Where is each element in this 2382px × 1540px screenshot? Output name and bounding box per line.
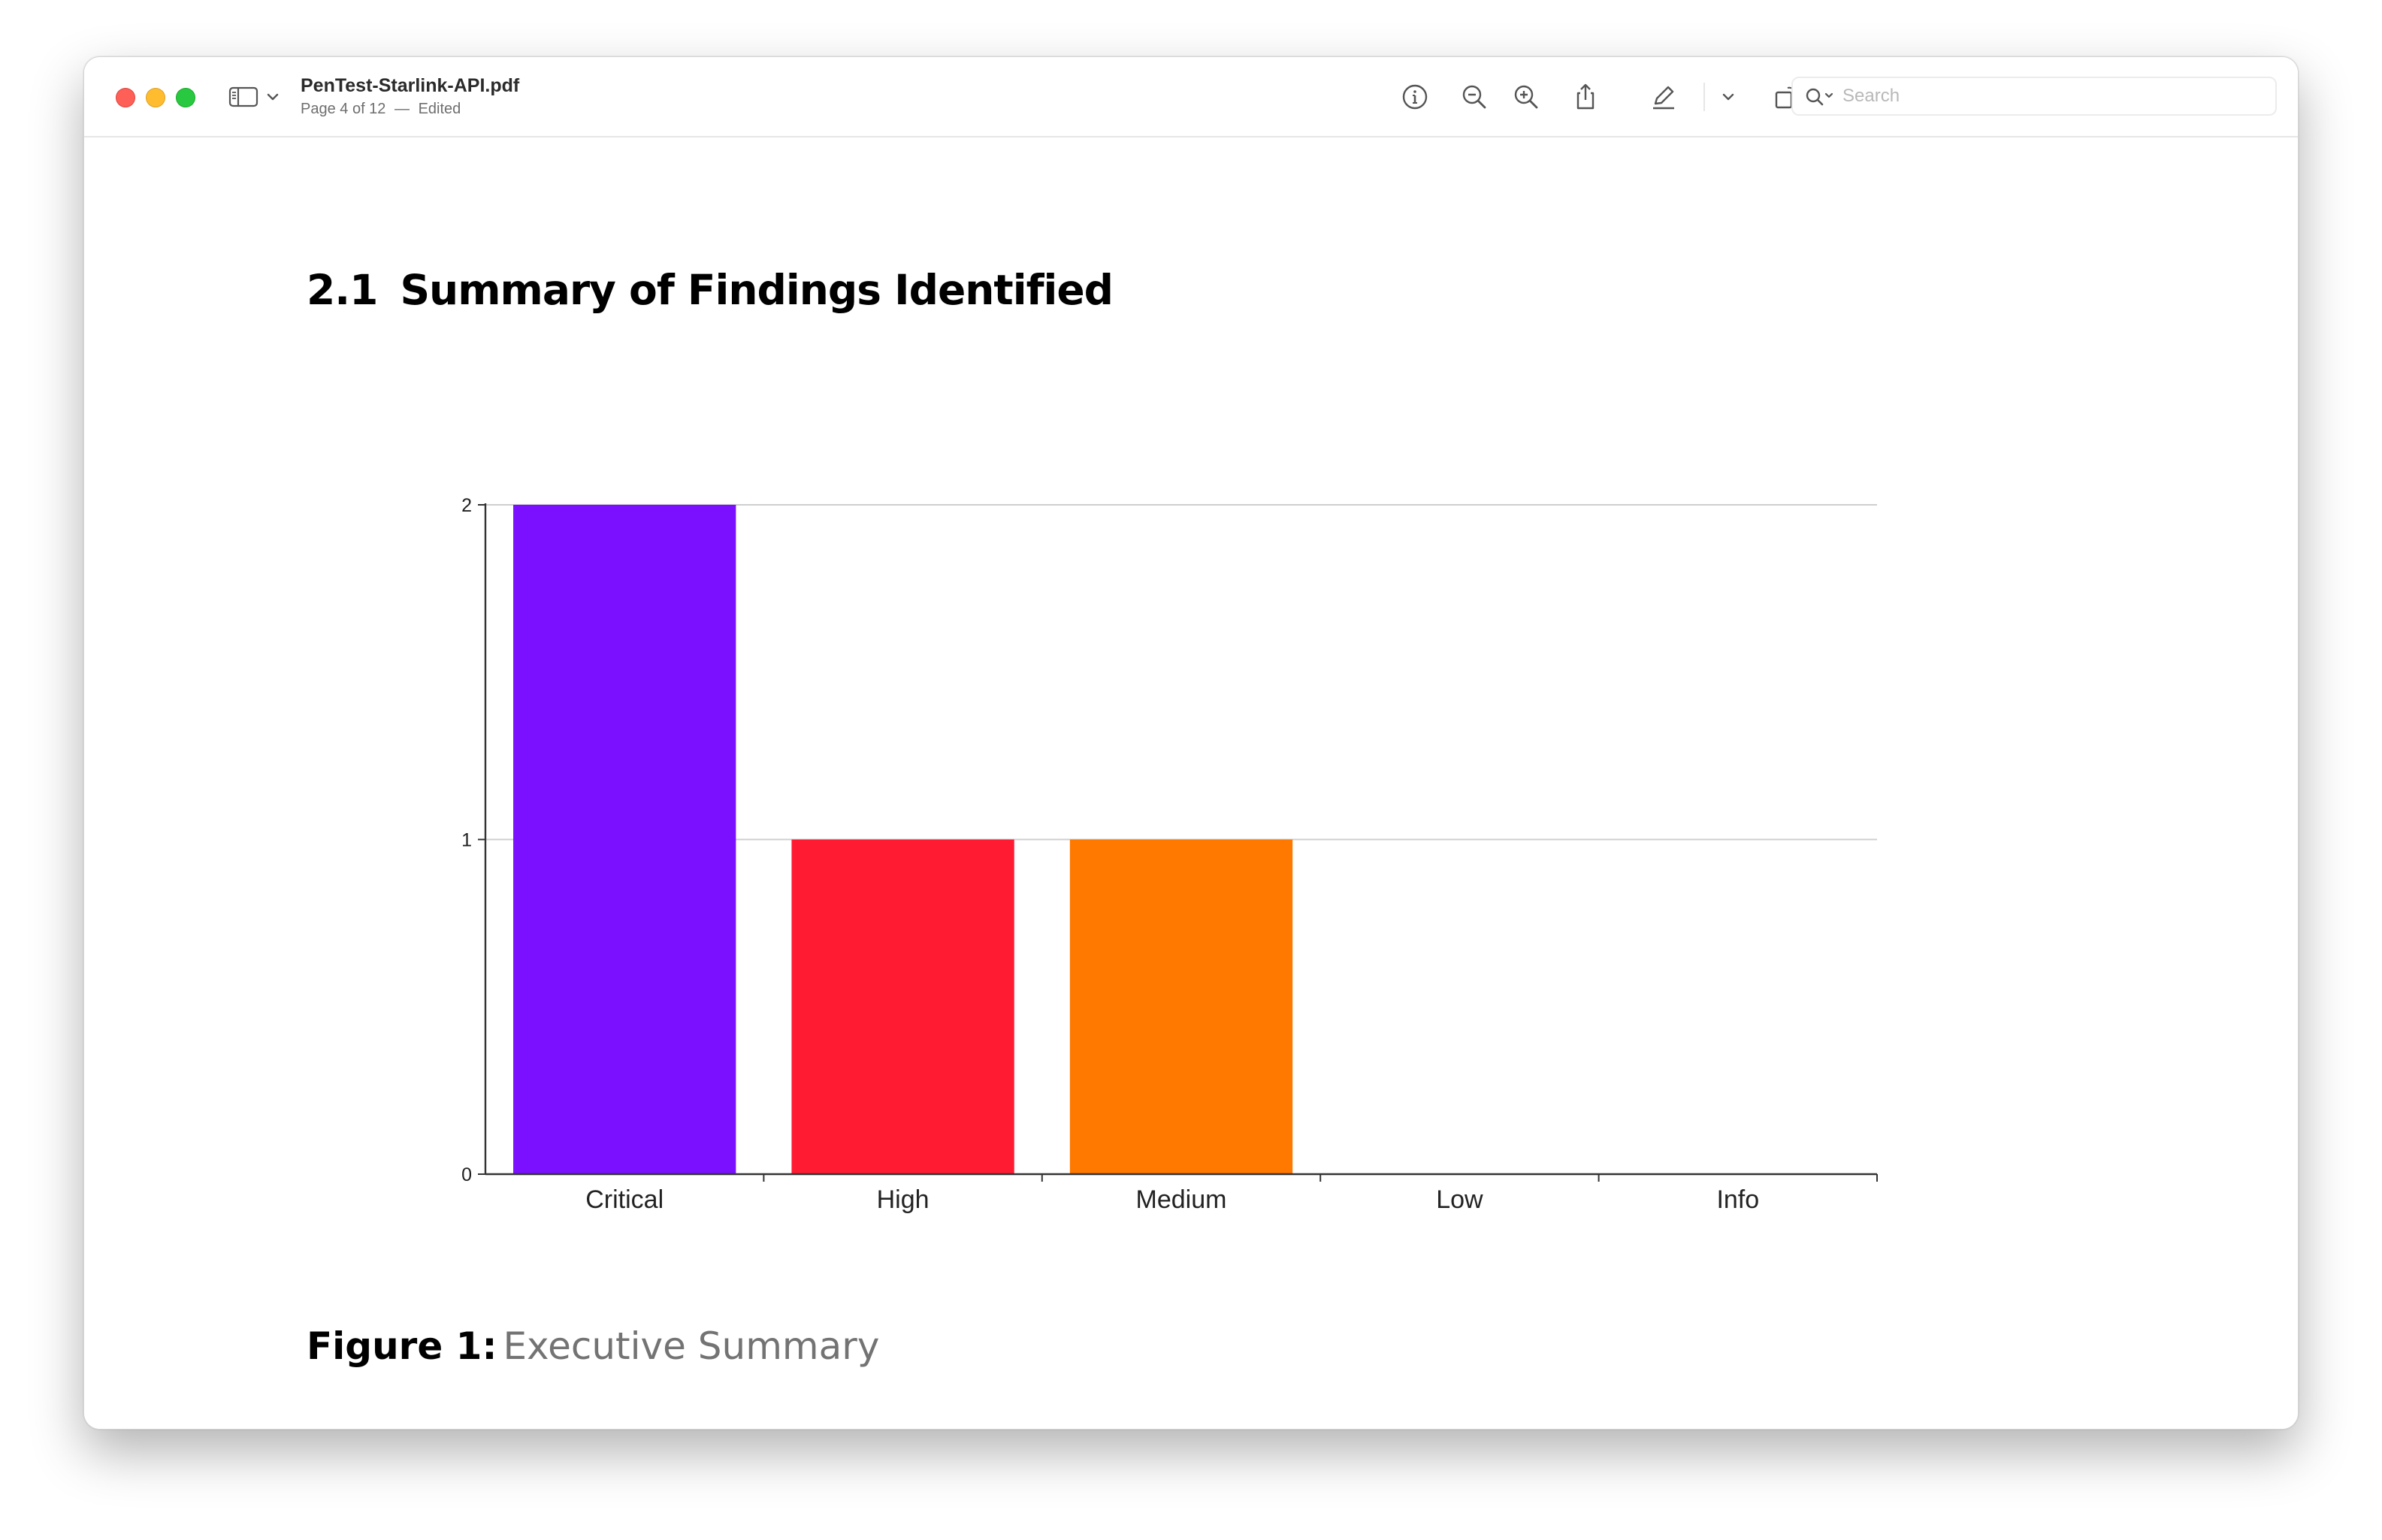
- chevron-down-icon: [267, 93, 279, 101]
- bar: [1069, 839, 1293, 1174]
- section-title: Summary of Findings Identified: [400, 266, 1114, 314]
- x-tick-label: Medium: [1136, 1185, 1227, 1214]
- title-bar: PenTest-Starlink-API.pdf Page 4 of 12 — …: [84, 57, 2298, 137]
- findings-bar-chart: 0 1 2 Critical High Medium Low Info: [461, 495, 1878, 1214]
- chevron-down-icon: [1722, 93, 1734, 101]
- preview-window: PenTest-Starlink-API.pdf Page 4 of 12 — …: [83, 56, 2299, 1430]
- status-separator: —: [394, 101, 410, 117]
- y-tick-label: 0: [461, 1164, 472, 1185]
- figure-caption: Figure 1: Executive Summary: [307, 1324, 879, 1368]
- document-title: PenTest-Starlink-API.pdf: [301, 75, 520, 96]
- bar: [513, 505, 736, 1174]
- figure-text: Executive Summary: [503, 1324, 880, 1368]
- search-input[interactable]: [1842, 84, 2263, 108]
- info-icon: [1402, 84, 1428, 110]
- section-heading: 2.1 Summary of Findings Identified: [307, 266, 1114, 314]
- page-status: Page 4 of 12: [301, 101, 386, 117]
- close-window-button[interactable]: [116, 88, 135, 107]
- zoom-out-button[interactable]: [1458, 80, 1491, 113]
- toolbar-separator: [1703, 83, 1705, 111]
- share-icon: [1576, 83, 1595, 110]
- edited-status: Edited: [418, 101, 461, 117]
- zoom-in-button[interactable]: [1510, 80, 1543, 113]
- search-field[interactable]: [1791, 77, 2277, 116]
- x-tick-label: Low: [1436, 1185, 1483, 1214]
- pdf-page: 2.1 Summary of Findings Identified 0 1 2 Cri…: [84, 137, 2298, 1429]
- sidebar-icon: [228, 86, 258, 107]
- figure-label: Figure 1:: [307, 1324, 497, 1368]
- markup-button[interactable]: [1647, 80, 1680, 113]
- markup-options-button[interactable]: [1715, 80, 1742, 113]
- y-tick-label: 1: [461, 830, 472, 851]
- section-number: 2.1: [307, 266, 378, 314]
- zoom-out-icon: [1462, 85, 1486, 109]
- zoom-in-icon: [1514, 85, 1538, 109]
- minimize-window-button[interactable]: [146, 88, 165, 107]
- bar: [791, 839, 1014, 1174]
- x-tick-label: Critical: [585, 1185, 664, 1214]
- zoom-window-button[interactable]: [176, 88, 195, 107]
- sidebar-toggle-button[interactable]: [228, 84, 283, 110]
- x-tick-label: Info: [1716, 1185, 1759, 1214]
- info-button[interactable]: [1398, 80, 1431, 113]
- x-tick-label: High: [877, 1185, 930, 1214]
- search-icon: [1806, 88, 1833, 106]
- y-tick-label: 2: [461, 495, 472, 516]
- markup-pen-icon: [1653, 86, 1674, 110]
- share-button[interactable]: [1569, 80, 1602, 113]
- document-subtitle: Page 4 of 12 — Edited: [301, 101, 461, 118]
